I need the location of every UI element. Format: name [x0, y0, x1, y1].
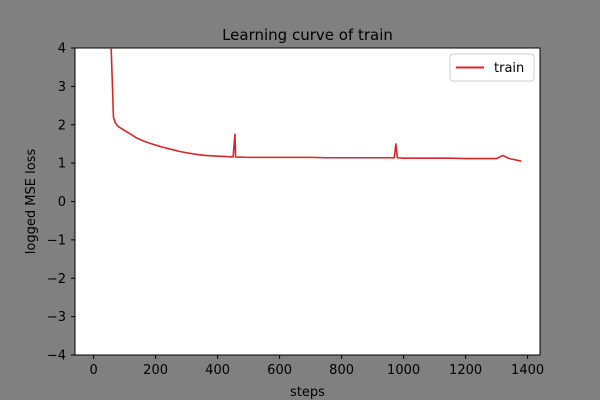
legend: train	[449, 53, 535, 82]
chart-title: Learning curve of train	[222, 26, 393, 44]
x-tick-label: 600	[267, 363, 292, 378]
x-axis: 0 200 400 600 800 1000 1200 1400	[89, 355, 544, 378]
y-tick-label: 3	[58, 80, 66, 95]
y-tick-label: 1	[58, 157, 66, 172]
y-tick-label: 4	[58, 42, 66, 57]
x-tick-label: 0	[89, 363, 97, 378]
x-tick-label: 400	[205, 363, 230, 378]
y-axis: −4 −3 −2 −1 0 1 2 3 4	[47, 42, 75, 364]
legend-box	[449, 53, 535, 82]
legend-label-train: train	[494, 61, 524, 76]
x-axis-label: steps	[290, 385, 325, 400]
y-tick-label: 2	[58, 118, 66, 133]
x-tick-label: 1200	[449, 363, 482, 378]
y-tick-label: −1	[47, 233, 66, 248]
y-tick-label: −2	[47, 272, 66, 287]
x-tick-label: 200	[143, 363, 168, 378]
y-tick-label: 0	[58, 195, 66, 210]
x-tick-label: 1400	[511, 363, 544, 378]
x-tick-label: 1000	[387, 363, 420, 378]
series-layer	[110, 48, 522, 162]
y-tick-label: −4	[47, 349, 66, 364]
plot-area	[74, 47, 541, 356]
y-axis-label: logged MSE loss	[24, 149, 39, 255]
series-line-train	[110, 48, 522, 162]
x-tick-label: 800	[329, 363, 354, 378]
y-tick-label: −3	[47, 310, 66, 325]
